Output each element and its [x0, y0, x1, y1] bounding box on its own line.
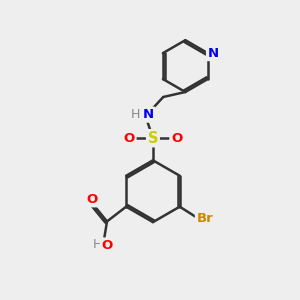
- Text: S: S: [148, 131, 158, 146]
- Text: O: O: [87, 193, 98, 206]
- Text: O: O: [171, 132, 182, 145]
- Text: O: O: [101, 239, 113, 252]
- Text: N: N: [143, 108, 154, 121]
- Text: N: N: [208, 46, 219, 60]
- Text: O: O: [124, 132, 135, 145]
- Text: Br: Br: [196, 212, 213, 225]
- Text: H: H: [130, 108, 140, 121]
- Text: H: H: [93, 238, 102, 251]
